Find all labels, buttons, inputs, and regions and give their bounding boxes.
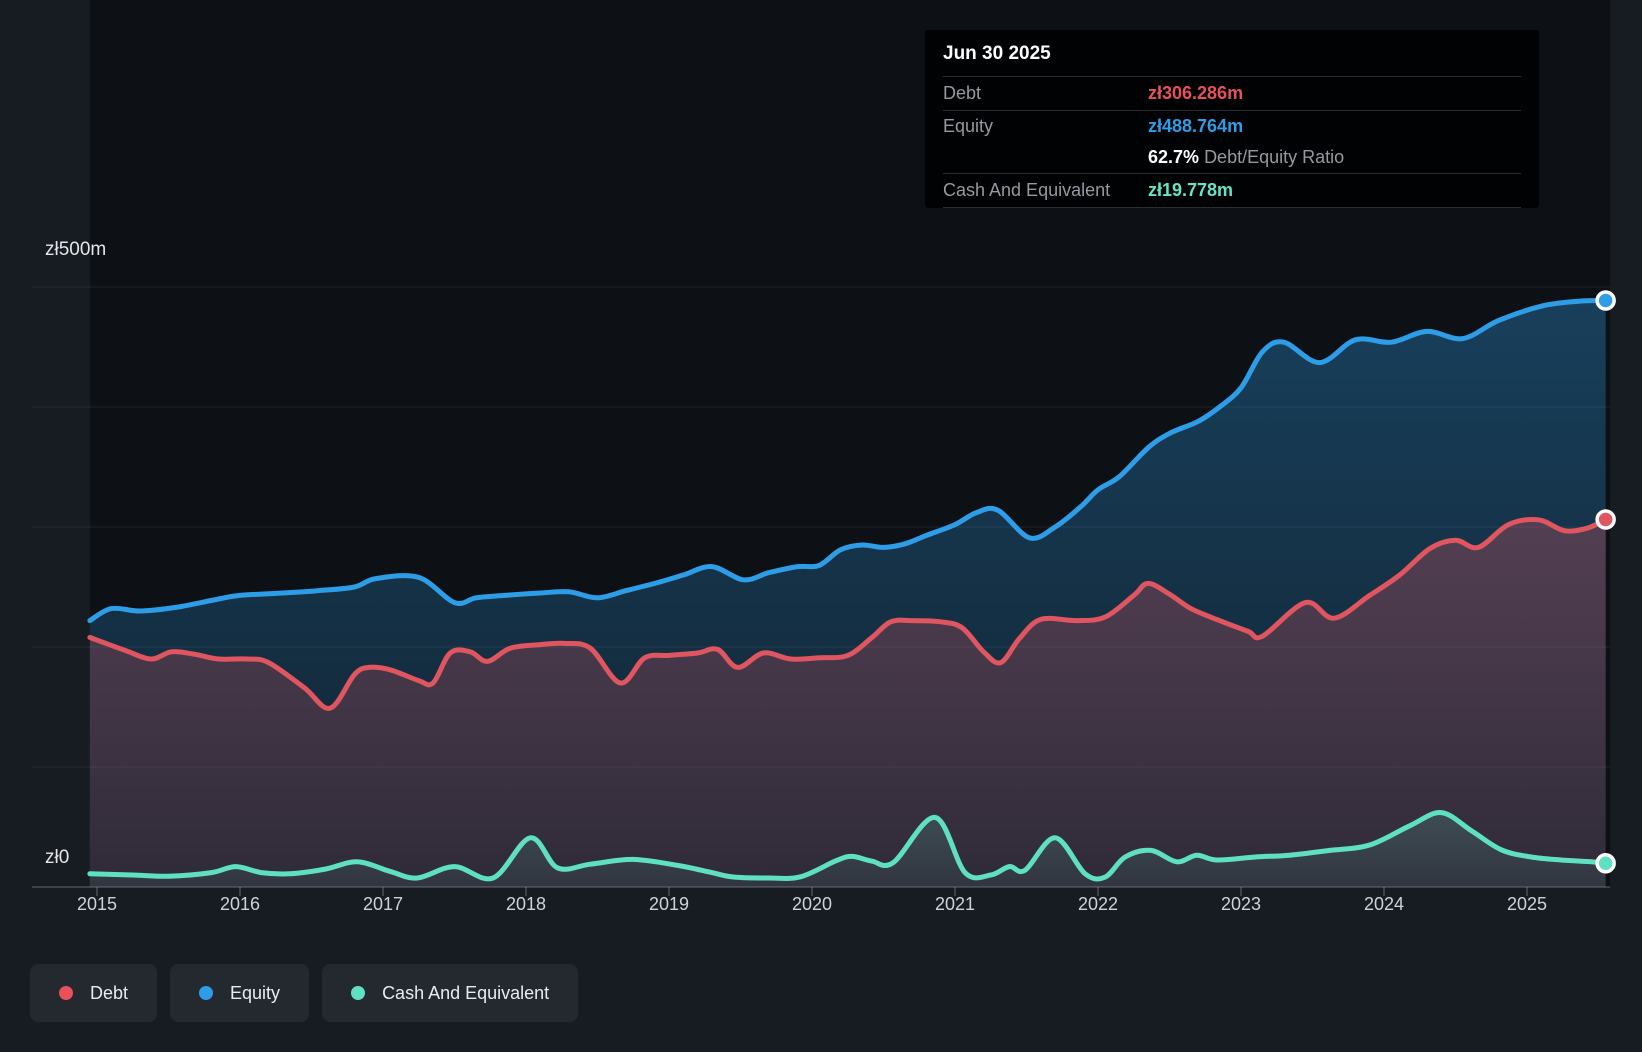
tooltip-date: Jun 30 2025: [943, 30, 1521, 77]
debt-equity-ratio: 62.7% Debt/Equity Ratio: [1148, 147, 1345, 167]
cash-and-equivalent-line[interactable]: [87, 810, 1609, 882]
tooltip-row-equity: Equity zł488.764m: [943, 111, 1521, 142]
legend-label: Cash And Equivalent: [382, 982, 550, 1003]
legend-item-debt[interactable]: Debt: [30, 964, 158, 1022]
x-axis-label-2025: 2025: [1506, 894, 1548, 914]
tooltip-cash-label: Cash And Equivalent: [943, 180, 1111, 200]
legend-label: Equity: [230, 982, 281, 1003]
debt-endpoint-marker[interactable]: [1595, 509, 1616, 530]
debt-area: [89, 519, 1606, 887]
x-axis-label-2017: 2017: [362, 894, 404, 914]
tooltip-equity-label: Equity: [943, 116, 994, 136]
cash-and-equivalent-endpoint-marker[interactable]: [1595, 853, 1616, 874]
y-axis-label-500m: zł500m: [45, 239, 107, 260]
x-axis-label-2015: 2015: [76, 894, 118, 914]
legend-dot-icon: [199, 986, 214, 1000]
x-axis-label-2022: 2022: [1077, 894, 1119, 914]
tooltip-equity-group: Equity zł488.764m 62.7% Debt/Equity Rati…: [943, 111, 1521, 174]
legend-item-equity[interactable]: Equity: [170, 964, 310, 1022]
chart-legend: Debt Equity Cash And Equivalent: [30, 964, 579, 1022]
equity-endpoint-marker[interactable]: [1595, 290, 1616, 311]
legend-dot-icon: [59, 986, 73, 1000]
y-axis-label-zero: zł0: [45, 847, 70, 868]
legend-item-cash-and-equivalent[interactable]: Cash And Equivalent: [322, 964, 579, 1022]
x-axis-label-2019: 2019: [648, 894, 690, 914]
tooltip-equity-value: zł488.764m: [1148, 116, 1244, 136]
tooltip-debt-value: zł306.286m: [1148, 83, 1244, 103]
x-axis-label-2024: 2024: [1363, 894, 1405, 914]
tooltip-row-ratio: 62.7% Debt/Equity Ratio: [943, 142, 1521, 173]
x-axis-label-2023: 2023: [1220, 894, 1262, 914]
x-axis-label-2020: 2020: [791, 894, 833, 914]
chart-tooltip: Jun 30 2025 Debt zł306.286m Equity zł488…: [925, 30, 1539, 208]
debt-line[interactable]: [87, 516, 1609, 711]
legend-dot-icon: [351, 986, 366, 1000]
tooltip-debt-label: Debt: [943, 83, 982, 103]
tooltip-row-cash: Cash And Equivalent zł19.778m: [943, 174, 1521, 208]
tooltip-row-debt: Debt zł306.286m: [943, 77, 1521, 111]
tooltip-cash-value: zł19.778m: [1148, 180, 1234, 200]
legend-label: Debt: [90, 982, 129, 1003]
equity-line[interactable]: [87, 297, 1609, 624]
x-axis-label-2016: 2016: [219, 894, 261, 914]
cash-and-equivalent-area: [89, 812, 1606, 887]
x-axis-label-2021: 2021: [934, 894, 976, 914]
x-axis-label-2018: 2018: [505, 894, 547, 914]
